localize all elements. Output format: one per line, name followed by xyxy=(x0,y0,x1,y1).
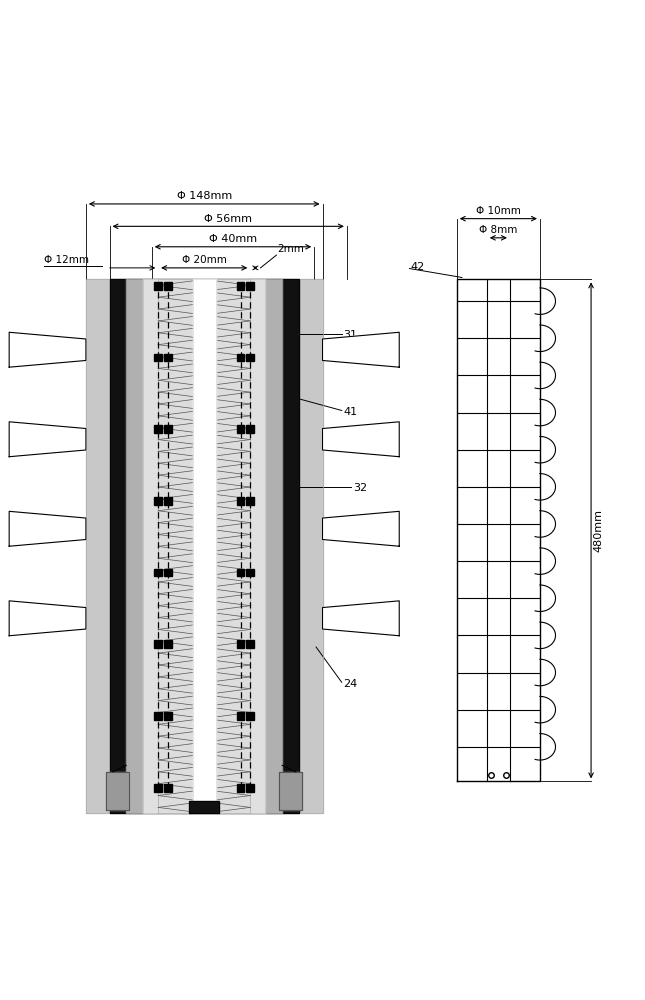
Text: Φ 56mm: Φ 56mm xyxy=(204,214,252,224)
Polygon shape xyxy=(154,784,162,792)
Text: Φ 148mm: Φ 148mm xyxy=(177,191,232,201)
Polygon shape xyxy=(246,569,254,576)
Polygon shape xyxy=(237,712,244,720)
Polygon shape xyxy=(9,511,86,546)
Text: 32: 32 xyxy=(353,483,367,493)
Polygon shape xyxy=(86,279,322,813)
Polygon shape xyxy=(237,354,244,361)
Polygon shape xyxy=(457,279,540,781)
Polygon shape xyxy=(246,282,254,290)
Polygon shape xyxy=(9,601,86,636)
Text: 31: 31 xyxy=(344,330,357,340)
Polygon shape xyxy=(246,784,254,792)
Polygon shape xyxy=(164,712,172,720)
Text: 24: 24 xyxy=(344,679,358,689)
Text: 42: 42 xyxy=(411,262,425,272)
Polygon shape xyxy=(237,784,244,792)
Polygon shape xyxy=(237,569,244,576)
Polygon shape xyxy=(164,569,172,576)
Polygon shape xyxy=(237,425,244,433)
Polygon shape xyxy=(322,422,399,457)
Polygon shape xyxy=(154,569,162,576)
Text: 41: 41 xyxy=(344,407,358,417)
Polygon shape xyxy=(158,279,250,813)
Polygon shape xyxy=(246,354,254,361)
Polygon shape xyxy=(164,784,172,792)
Polygon shape xyxy=(154,282,162,290)
Polygon shape xyxy=(143,279,265,813)
Text: 480mm: 480mm xyxy=(594,509,604,552)
Polygon shape xyxy=(9,422,86,457)
Text: Φ 12mm: Φ 12mm xyxy=(45,255,90,265)
Polygon shape xyxy=(164,282,172,290)
Polygon shape xyxy=(126,279,283,813)
Text: 2mm: 2mm xyxy=(278,244,304,254)
Polygon shape xyxy=(279,772,302,810)
Polygon shape xyxy=(154,425,162,433)
Polygon shape xyxy=(322,332,399,367)
Polygon shape xyxy=(246,425,254,433)
Polygon shape xyxy=(110,279,299,813)
Polygon shape xyxy=(9,332,86,367)
Polygon shape xyxy=(164,640,172,648)
Text: Φ 40mm: Φ 40mm xyxy=(209,234,257,244)
Text: Φ 20mm: Φ 20mm xyxy=(182,255,226,265)
Polygon shape xyxy=(237,497,244,505)
Polygon shape xyxy=(154,712,162,720)
Polygon shape xyxy=(164,497,172,505)
Polygon shape xyxy=(237,640,244,648)
Polygon shape xyxy=(322,511,399,546)
Polygon shape xyxy=(154,354,162,361)
Polygon shape xyxy=(164,354,172,361)
Polygon shape xyxy=(190,801,219,813)
Polygon shape xyxy=(246,497,254,505)
Polygon shape xyxy=(164,425,172,433)
Polygon shape xyxy=(246,712,254,720)
Polygon shape xyxy=(246,640,254,648)
Polygon shape xyxy=(154,640,162,648)
Polygon shape xyxy=(237,282,244,290)
Polygon shape xyxy=(322,601,399,636)
Polygon shape xyxy=(154,497,162,505)
Text: Φ 8mm: Φ 8mm xyxy=(479,225,517,235)
Text: Φ 10mm: Φ 10mm xyxy=(476,206,521,216)
Polygon shape xyxy=(193,279,215,813)
Polygon shape xyxy=(106,772,130,810)
